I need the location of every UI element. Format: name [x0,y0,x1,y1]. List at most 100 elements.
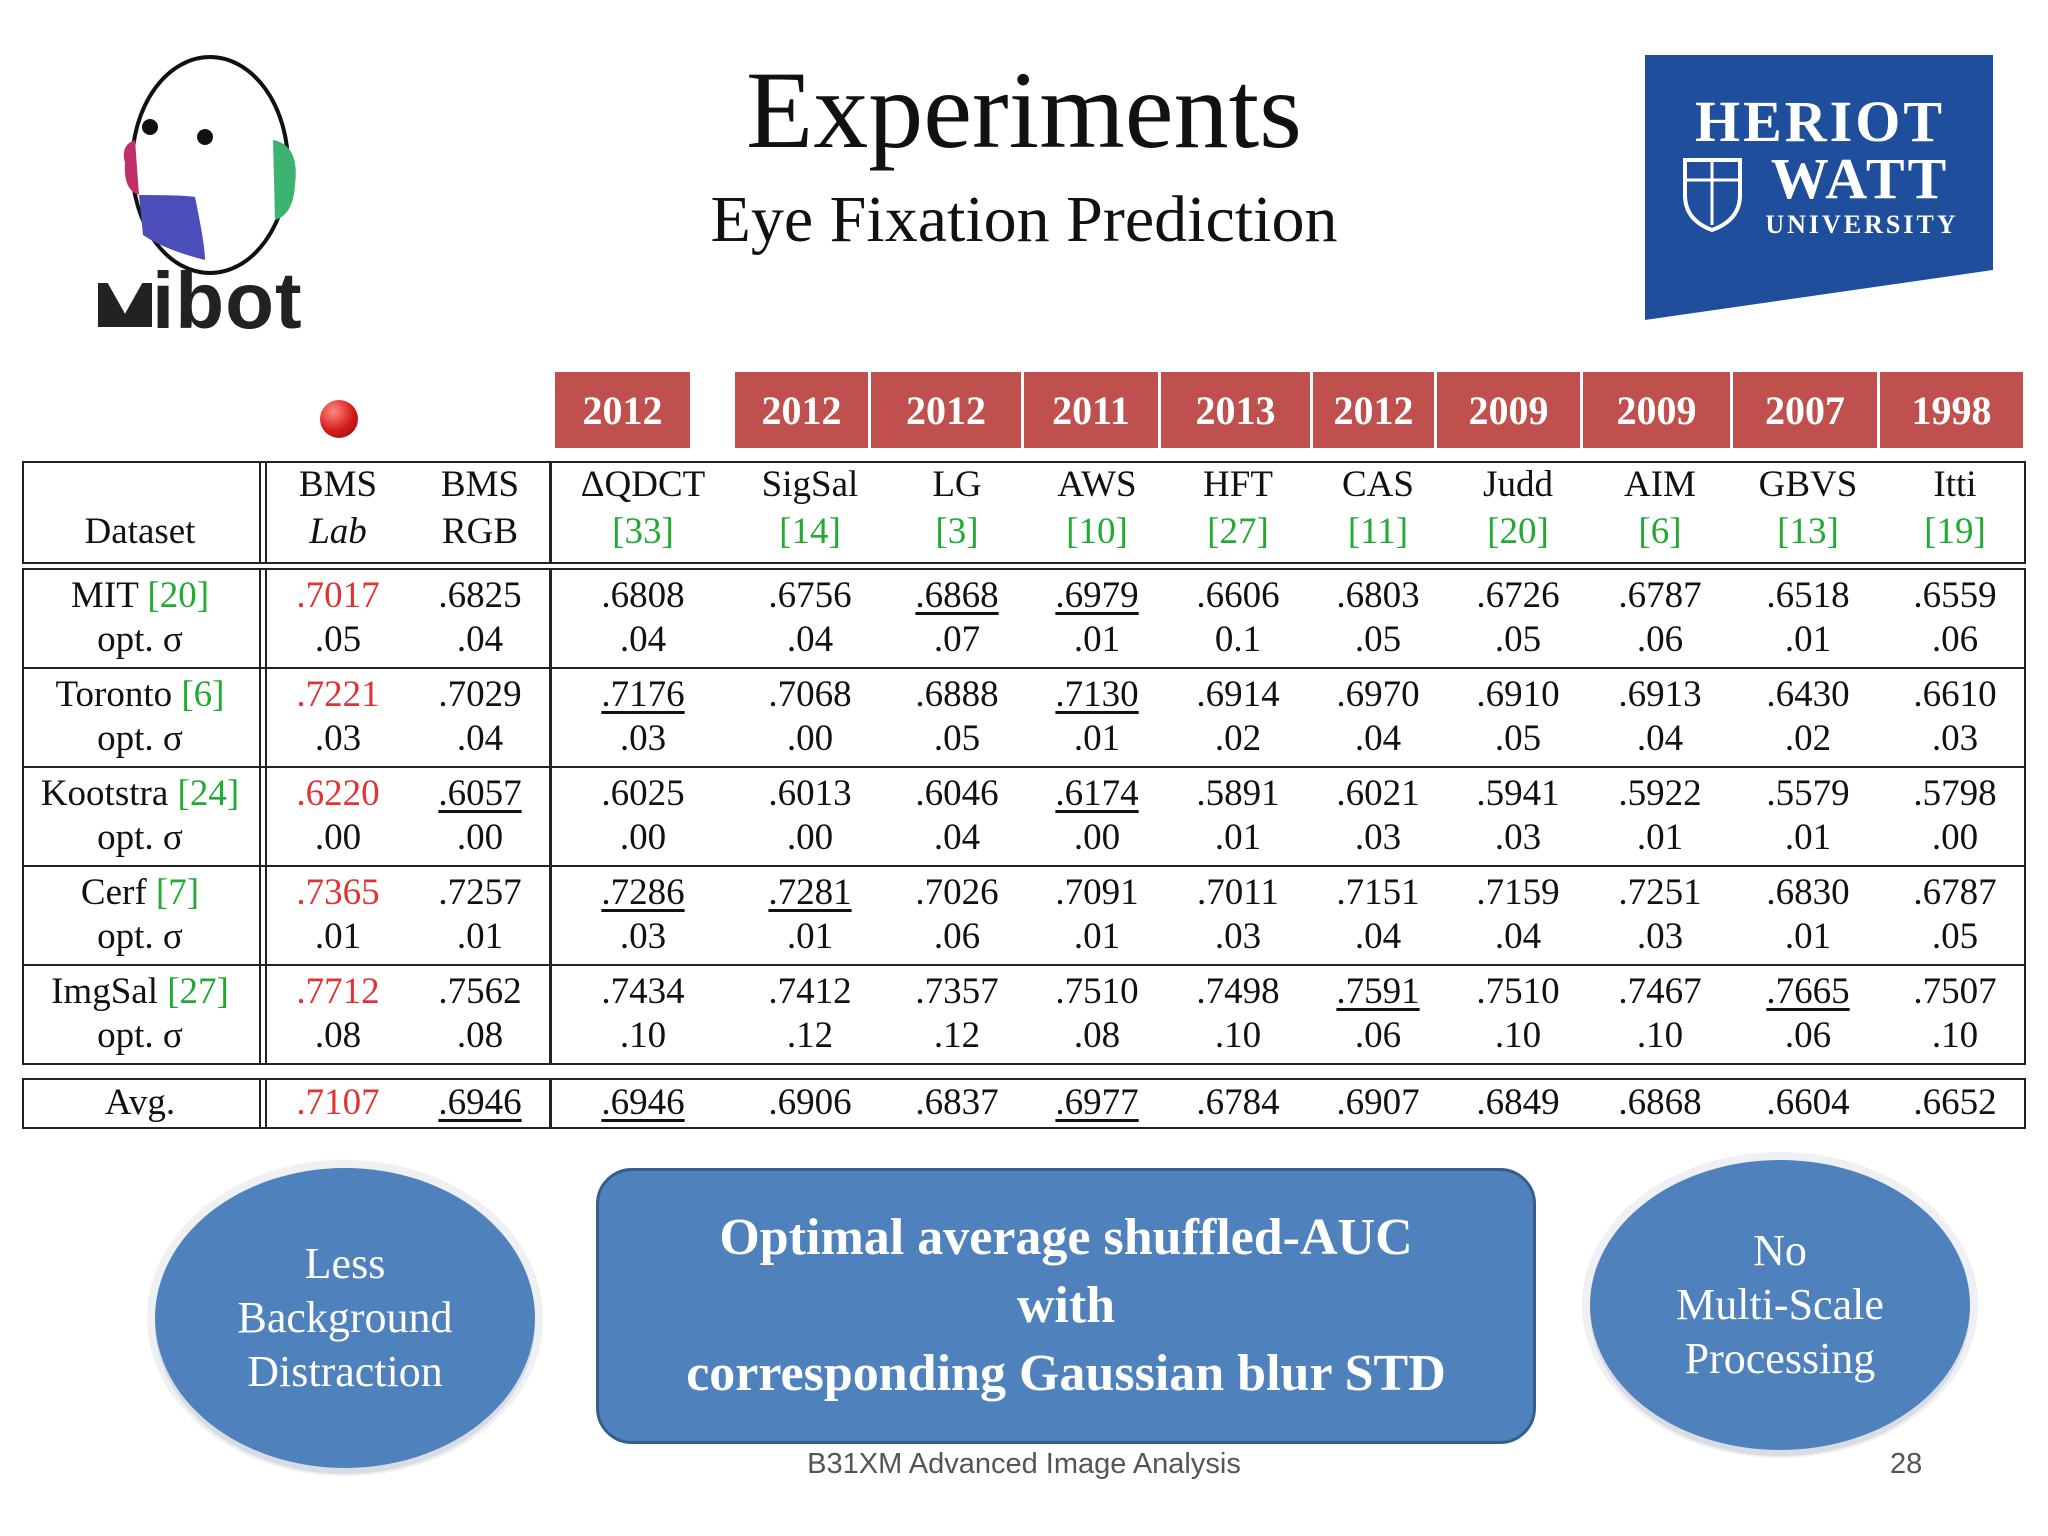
sigma-cell: .04 [1354,916,1402,957]
avg-score-cell: .6604 [1766,1082,1850,1123]
score-cell: .6888 [915,674,999,715]
score-cell: .5941 [1476,773,1560,814]
sigma-cell: .06 [1636,619,1684,660]
method-subtitle: RGB [441,511,519,552]
sigma-cell: .05 [1494,718,1542,759]
score-cell: .7365 [296,872,380,913]
sigma-cell: .01 [1784,817,1832,858]
logo-line-heriot: HERIOT [1694,89,1946,154]
score-cell: .6559 [1913,575,1997,616]
opt-sigma-label: opt. σ [97,619,183,660]
method-name: AWS [1057,464,1137,505]
score-cell: .7712 [296,971,380,1012]
sigma-cell: .10 [1636,1015,1684,1056]
dataset-name: Toronto [55,674,173,715]
score-cell: .6174 [1055,773,1139,814]
score-cell: .7357 [915,971,999,1012]
score-cell: .6979 [1055,575,1139,616]
method-ref: [27] [1207,511,1269,552]
score-cell: .6808 [601,575,685,616]
sigma-cell: .03 [1494,817,1542,858]
method-name: Itti [1933,464,1977,505]
opt-sigma-label: opt. σ [97,916,183,957]
score-cell: .7011 [1197,872,1279,913]
score-cell: .7498 [1196,971,1280,1012]
sigma-cell: .01 [1784,619,1832,660]
sigma-cell: .05 [1931,916,1979,957]
sigma-cell: .00 [619,817,667,858]
column-divider [549,461,552,564]
score-cell: .6610 [1913,674,1997,715]
row-divider [22,964,2026,966]
score-cell: .7257 [438,872,522,913]
vibot-wordmark: ibot [152,256,303,345]
sigma-cell: .08 [314,1015,362,1056]
sigma-cell: .01 [1073,619,1121,660]
sigma-cell: .00 [456,817,504,858]
avg-score-cell: .6849 [1476,1082,1560,1123]
score-cell: .6025 [601,773,685,814]
score-cell: .7017 [296,575,380,616]
sigma-cell: .01 [456,916,504,957]
method-name: ΔQDCT [580,464,706,505]
sigma-cell: .04 [1354,718,1402,759]
opt-sigma-label: opt. σ [97,718,183,759]
double-divider [259,568,267,1065]
sigma-cell: .05 [1494,619,1542,660]
sigma-cell: .00 [786,718,834,759]
sigma-cell: .00 [1073,817,1121,858]
dataset-header: Dataset [84,511,196,552]
results-table: Dataset BMS Lab BMS RGB ΔQDCT [33] SigSal [14] LG… [22,461,2026,1129]
score-cell: .7412 [768,971,852,1012]
sigma-cell: .06 [1931,619,1979,660]
sigma-cell: .03 [1354,817,1402,858]
score-cell: .7221 [296,674,380,715]
score-cell: .7091 [1055,872,1139,913]
opt-sigma-label: opt. σ [97,817,183,858]
score-cell: .6606 [1196,575,1280,616]
sigma-cell: .08 [1073,1015,1121,1056]
double-divider [259,1078,267,1129]
sigma-cell: .00 [314,817,362,858]
sigma-cell: .12 [933,1015,981,1056]
score-cell: .6825 [438,575,522,616]
dataset-label: ImgSal [27] [30,970,250,1013]
dataset-ref: [7] [155,872,200,913]
sigma-cell: .12 [786,1015,834,1056]
score-cell: .7434 [601,971,685,1012]
avg-score-cell: .6652 [1913,1082,1997,1123]
dataset-name: MIT [70,575,139,616]
sigma-cell: .01 [1073,718,1121,759]
year-cell: 1998 [1880,372,2023,448]
sigma-cell: .02 [1784,718,1832,759]
table-header [22,461,2026,564]
score-cell: .6013 [768,773,852,814]
score-cell: .7026 [915,872,999,913]
sigma-cell: .05 [1354,619,1402,660]
avg-score-cell: .7107 [296,1082,380,1123]
dataset-label: Toronto [6] [30,673,250,716]
score-cell: .7251 [1618,872,1702,913]
score-cell: .5891 [1196,773,1280,814]
method-ref: [14] [779,511,841,552]
sigma-cell: .10 [1494,1015,1542,1056]
page-number: 28 [1890,1448,1923,1480]
score-cell: .6787 [1618,575,1702,616]
slide-title: Experiments [746,49,1302,171]
sigma-cell: .01 [1214,817,1262,858]
score-cell: .6787 [1913,872,1997,913]
year-cell: 2012 [1313,372,1434,448]
callout-right-line2: Multi-Scale [1676,1280,1884,1329]
score-cell: .7665 [1766,971,1850,1012]
method-ref: [13] [1777,511,1839,552]
sigma-cell: .04 [1636,718,1684,759]
sigma-cell: .06 [1784,1015,1832,1056]
method-name: Judd [1483,464,1553,505]
score-cell: .6430 [1766,674,1850,715]
method-ref: [11] [1347,511,1409,552]
dataset-name: Cerf [80,872,147,913]
score-cell: .7029 [438,674,522,715]
score-cell: .6913 [1618,674,1702,715]
sigma-cell: .01 [314,916,362,957]
sigma-cell: .06 [1354,1015,1402,1056]
